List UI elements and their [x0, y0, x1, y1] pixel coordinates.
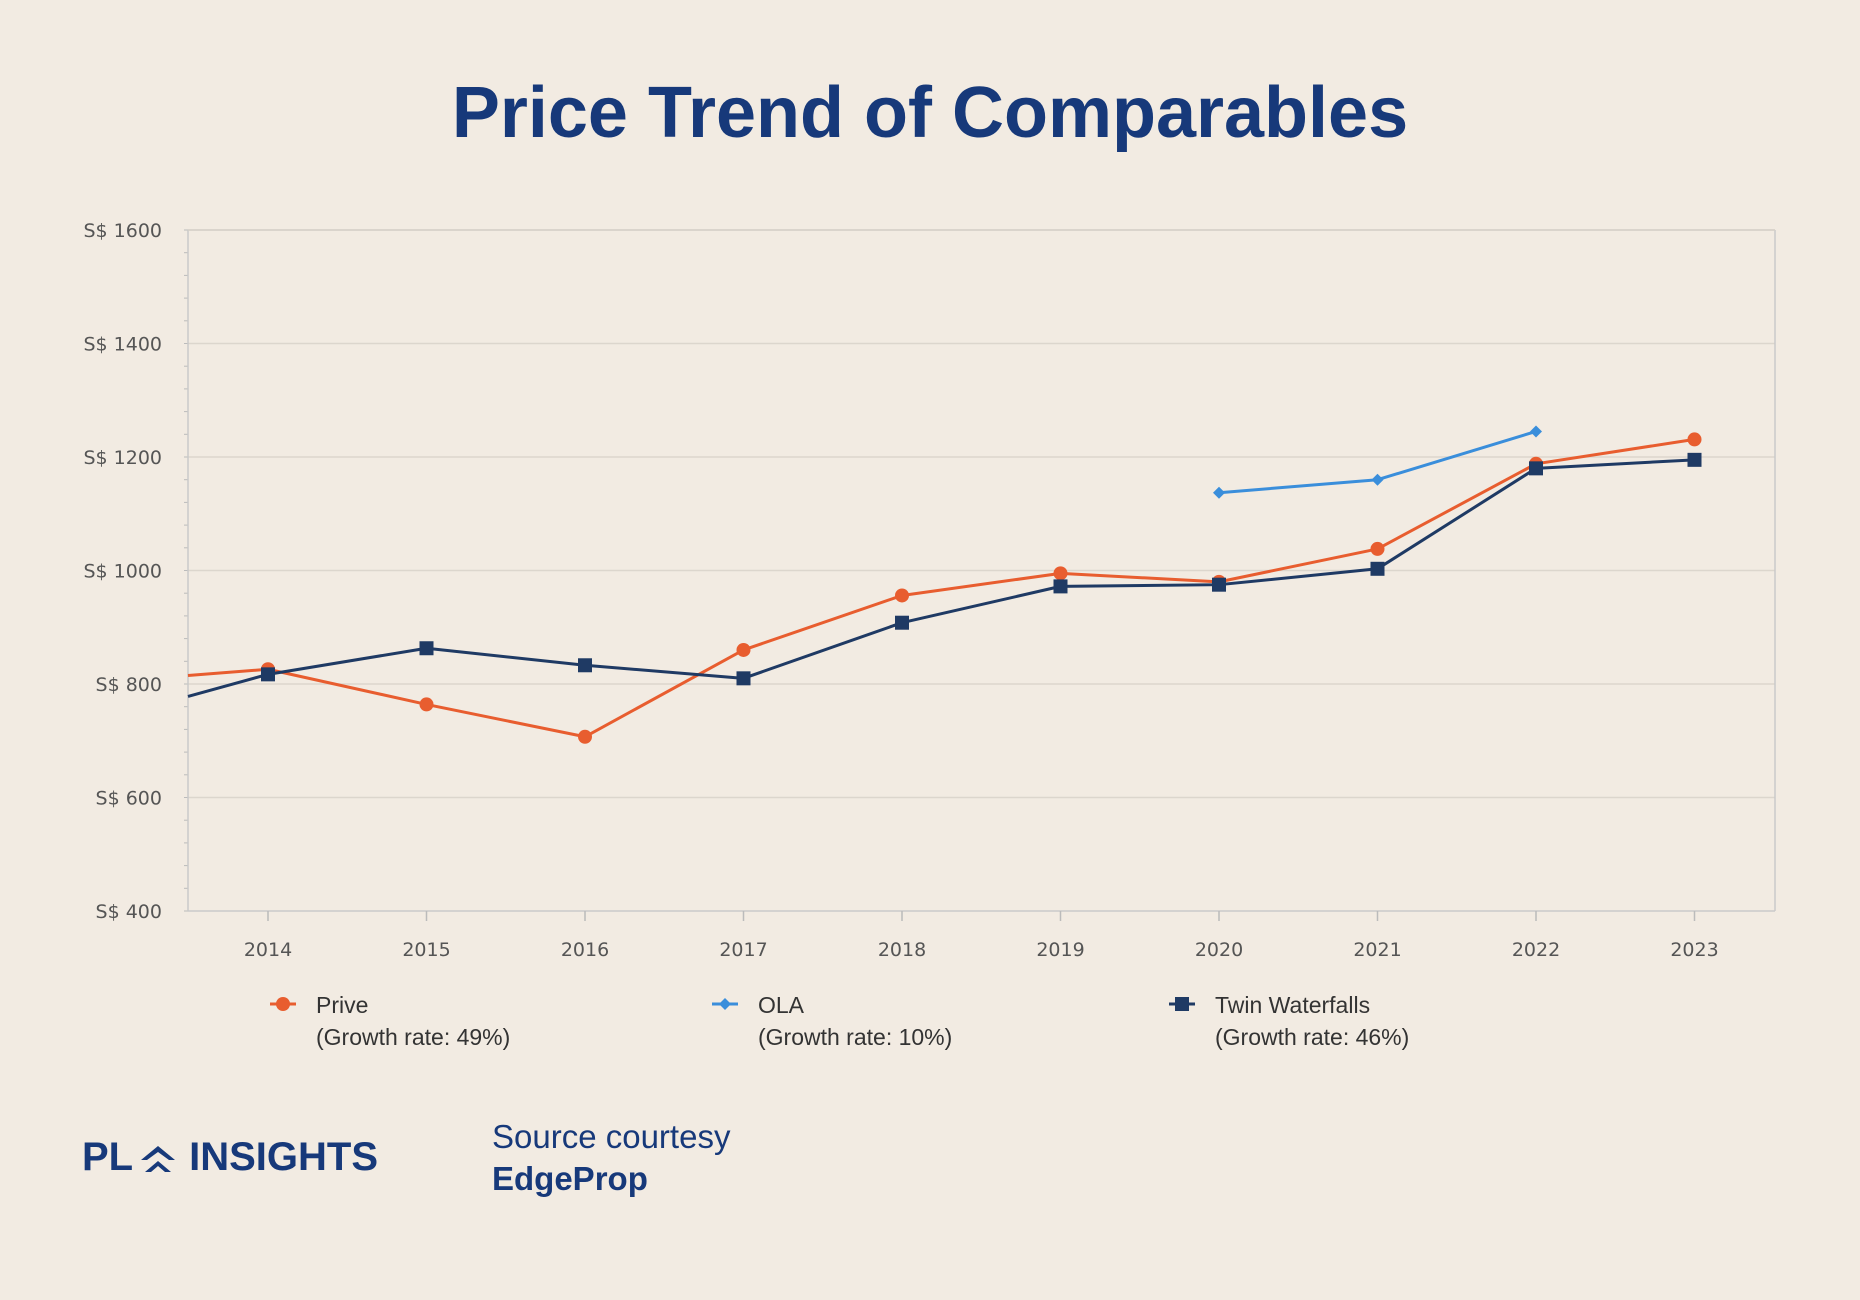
y-tick-label: S$ 1000	[83, 561, 162, 583]
data-point-prive	[1053, 566, 1068, 581]
x-tick-label: 2021	[1353, 939, 1401, 961]
data-point-twin-waterfalls	[1212, 577, 1226, 592]
data-point-twin-waterfalls	[1687, 452, 1702, 467]
y-tick-label: S$ 1600	[83, 220, 162, 242]
x-tick-label: 2023	[1670, 939, 1718, 961]
y-tick-label: S$ 1200	[83, 447, 162, 469]
data-point-twin-waterfalls	[578, 658, 592, 673]
axes: S$ 400 S$ 600 S$ 800 S$ 1000 S$ 1200 S$ 1400 S…	[83, 220, 1776, 961]
y-tick-label: S$ 400	[96, 901, 162, 923]
data-point-twin-waterfalls	[419, 641, 434, 656]
legend-label-ola: OLA	[758, 992, 805, 1018]
brand-text-right: INSIGHTS	[189, 1135, 379, 1179]
data-point-twin-waterfalls	[736, 671, 751, 686]
x-tick-label: 2022	[1512, 939, 1560, 961]
x-tick-label: 2020	[1195, 939, 1243, 961]
data-point-ola	[1530, 425, 1542, 438]
data-point-prive	[895, 588, 909, 603]
x-tick-label: 2016	[561, 939, 609, 961]
series-lines	[187, 425, 1702, 744]
legend-note-ola: (Growth rate: 10%)	[758, 1024, 953, 1050]
grid-lines	[188, 229, 1775, 799]
legend-swatch-prive	[270, 997, 296, 1011]
roof-logo-icon	[141, 1145, 176, 1172]
plb-insights-logo: PL INSIGHTS	[82, 1135, 378, 1180]
data-point-ola	[1213, 486, 1225, 499]
legend-note-twin-waterfalls: (Growth rate: 46%)	[1215, 1024, 1410, 1050]
chart-title: Price Trend of Comparables	[451, 73, 1409, 153]
legend-swatch-twin-waterfalls	[1169, 997, 1195, 1011]
data-point-twin-waterfalls	[1370, 561, 1385, 576]
x-tick-label: 2017	[719, 939, 767, 961]
legend-label-prive: Prive	[316, 992, 369, 1018]
source-name: EdgeProp	[492, 1160, 648, 1197]
x-tick-label: 2014	[244, 939, 292, 961]
x-tick-label: 2018	[878, 939, 926, 961]
data-point-prive	[419, 697, 434, 712]
data-point-twin-waterfalls	[1529, 461, 1543, 476]
series-line-twin-waterfalls	[187, 458, 1695, 698]
brand-text-left: PL	[82, 1135, 134, 1179]
y-tick-label: S$ 1400	[83, 334, 162, 356]
x-tick-label: 2015	[402, 939, 450, 961]
x-tick-label: 2019	[1036, 939, 1084, 961]
y-tick-label: S$ 600	[96, 788, 162, 810]
data-point-ola	[1371, 473, 1384, 486]
legend-swatch-ola	[712, 998, 738, 1010]
data-point-prive	[1687, 432, 1702, 447]
series-line-prive	[187, 437, 1695, 739]
data-point-twin-waterfalls	[261, 667, 275, 682]
legend-note-prive: (Growth rate: 49%)	[316, 1024, 511, 1050]
data-point-twin-waterfalls	[895, 615, 909, 630]
data-point-twin-waterfalls	[1053, 579, 1068, 594]
data-point-prive	[578, 729, 592, 744]
source-caption: Source courtesy	[492, 1118, 731, 1155]
data-point-prive	[736, 642, 751, 657]
y-tick-label: S$ 800	[96, 674, 162, 696]
legend-label-twin-waterfalls: Twin Waterfalls	[1215, 992, 1371, 1018]
data-point-prive	[1370, 541, 1385, 556]
